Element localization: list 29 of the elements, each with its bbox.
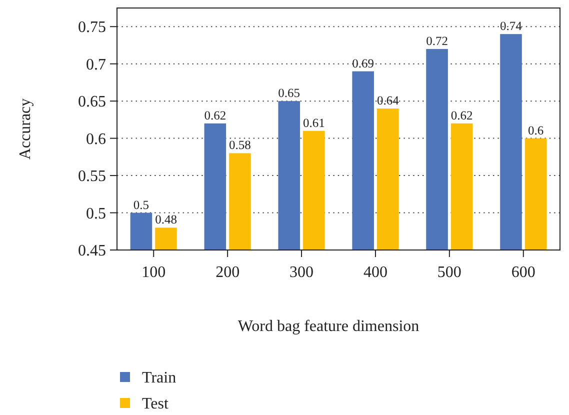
x-tick-label: 600	[511, 264, 536, 281]
data-label: 0.61	[302, 116, 325, 130]
x-tick-label: 400	[363, 264, 388, 281]
data-label: 0.69	[352, 56, 374, 70]
data-label: 0.5	[133, 198, 150, 212]
legend-label: Test	[142, 396, 169, 413]
y-tick-label: 0.65	[78, 94, 106, 111]
data-label: 0.58	[229, 138, 251, 152]
data-label: 0.6	[528, 123, 544, 138]
y-tick-label: 0.5	[86, 205, 106, 222]
data-label: 0.62	[204, 108, 226, 122]
data-label: 0.62	[450, 108, 473, 122]
data-label: 0.64	[376, 94, 400, 108]
y-tick-label: 0.55	[78, 168, 106, 186]
x-tick-label: 300	[290, 264, 314, 281]
x-tick-label: 200	[216, 264, 240, 281]
x-axis-title: Word bag feature dimension	[238, 318, 420, 335]
legend-label: Train	[142, 370, 176, 387]
x-tick-label: 500	[437, 264, 462, 281]
data-label: 0.72	[426, 34, 448, 48]
data-label: 0.65	[278, 86, 300, 100]
y-axis-title: Accuracy	[17, 98, 34, 160]
y-tick-label: 0.7	[86, 56, 106, 74]
y-tick-label: 0.75	[78, 19, 106, 36]
y-tick-label: 0.6	[86, 130, 106, 148]
data-label: 0.48	[155, 212, 177, 227]
y-tick-label: 0.45	[78, 242, 106, 260]
x-tick-label: 100	[142, 264, 166, 281]
data-label: 0.74	[500, 19, 523, 34]
